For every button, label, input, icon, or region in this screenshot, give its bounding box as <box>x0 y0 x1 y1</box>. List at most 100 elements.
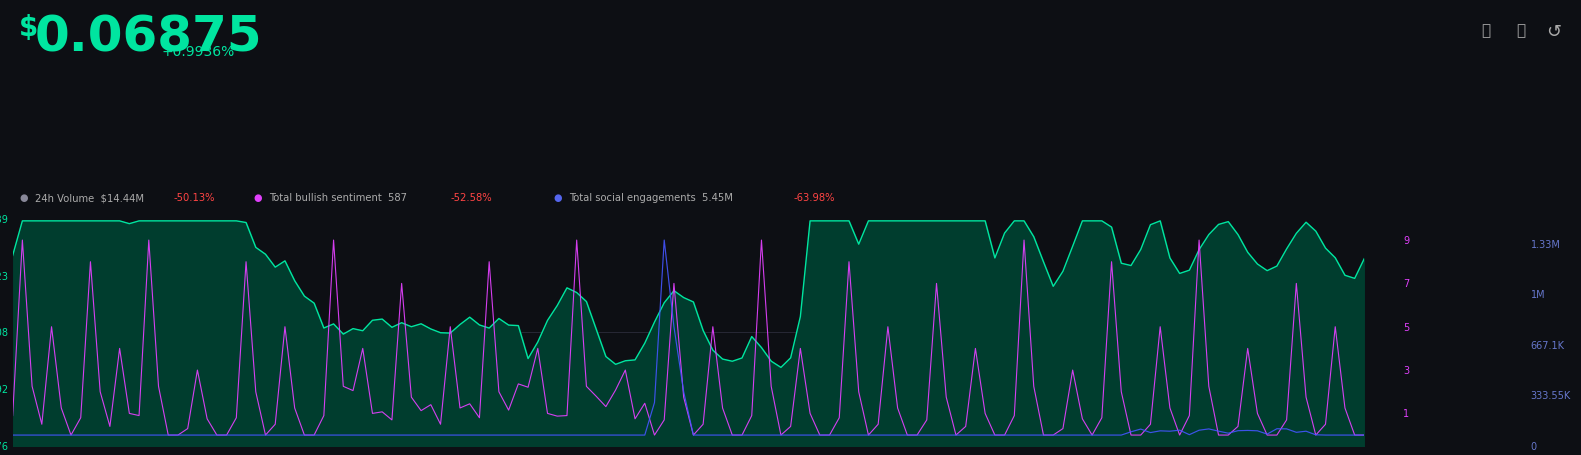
Bar <box>359 433 367 446</box>
Bar <box>699 442 707 446</box>
Bar <box>865 440 873 446</box>
Bar <box>1069 439 1077 446</box>
Bar <box>1137 443 1145 446</box>
Bar <box>893 444 901 446</box>
Bar <box>1312 440 1320 446</box>
Bar <box>816 443 824 446</box>
Bar <box>582 439 590 446</box>
Bar <box>398 430 406 446</box>
Bar <box>1020 441 1028 446</box>
Bar <box>563 430 571 446</box>
Bar <box>1010 441 1018 446</box>
Bar <box>368 437 376 446</box>
Bar <box>174 430 182 446</box>
Text: -63.98%: -63.98% <box>794 193 835 203</box>
Bar <box>825 442 833 446</box>
Bar <box>689 430 697 446</box>
Bar <box>729 438 737 446</box>
Text: 24h Volume  $14.44M: 24h Volume $14.44M <box>35 193 144 203</box>
Bar <box>1235 438 1241 446</box>
Bar <box>436 430 444 446</box>
Bar <box>106 431 114 446</box>
Bar <box>1303 442 1311 446</box>
Bar <box>378 433 386 446</box>
Bar <box>787 438 795 446</box>
Bar <box>19 419 27 446</box>
Bar <box>1146 439 1154 446</box>
Bar <box>155 429 163 446</box>
Bar <box>340 434 348 446</box>
Bar <box>748 430 756 446</box>
Bar <box>991 441 999 446</box>
Bar <box>544 435 552 446</box>
Bar <box>204 430 210 446</box>
Text: 🔔: 🔔 <box>1481 23 1491 38</box>
Bar <box>66 421 74 446</box>
Bar <box>757 435 765 446</box>
Text: ●: ● <box>553 193 561 203</box>
Bar <box>310 431 318 446</box>
Bar <box>631 441 639 446</box>
Bar <box>193 426 201 446</box>
Bar <box>1097 442 1105 446</box>
Bar <box>1156 440 1164 446</box>
Bar <box>903 443 911 446</box>
Bar <box>846 440 852 446</box>
Bar <box>602 436 610 446</box>
Bar <box>534 438 542 446</box>
Bar <box>47 426 55 446</box>
Bar <box>1254 443 1262 446</box>
Bar <box>495 441 503 446</box>
Bar <box>466 438 474 446</box>
Bar <box>1108 444 1116 446</box>
Bar <box>115 431 123 446</box>
Bar <box>835 443 843 446</box>
Bar <box>1195 444 1203 446</box>
Text: ↺: ↺ <box>1546 23 1562 41</box>
Text: 📊: 📊 <box>1516 23 1526 38</box>
Bar <box>417 440 425 446</box>
Bar <box>427 437 435 446</box>
Bar <box>300 433 308 446</box>
Bar <box>1361 440 1368 446</box>
Bar <box>136 425 142 446</box>
Bar <box>1341 439 1349 446</box>
Bar <box>621 434 629 446</box>
Bar <box>1263 438 1271 446</box>
Bar <box>1059 439 1067 446</box>
Bar <box>242 423 250 446</box>
Bar <box>553 432 561 446</box>
Bar <box>28 431 36 446</box>
Bar <box>9 434 16 446</box>
Bar <box>680 430 688 446</box>
Bar <box>855 443 863 446</box>
Bar <box>38 420 46 446</box>
Bar <box>145 428 153 446</box>
Bar <box>933 442 941 446</box>
Bar <box>164 427 172 446</box>
Bar <box>319 438 327 446</box>
Bar <box>1078 443 1086 446</box>
Bar <box>87 422 95 446</box>
Bar <box>982 440 990 446</box>
Bar <box>923 440 931 446</box>
Bar <box>961 443 969 446</box>
Bar <box>708 430 716 446</box>
Bar <box>232 432 240 446</box>
Bar <box>1273 440 1281 446</box>
Bar <box>330 429 337 446</box>
Text: ●: ● <box>253 193 261 203</box>
Text: $: $ <box>19 14 38 42</box>
Text: Total social engagements  5.45M: Total social engagements 5.45M <box>569 193 734 203</box>
Bar <box>661 430 669 446</box>
Bar <box>476 438 484 446</box>
Text: -52.58%: -52.58% <box>451 193 492 203</box>
Bar <box>640 434 648 446</box>
Bar <box>776 438 784 446</box>
Bar <box>1176 444 1184 446</box>
Bar <box>1029 442 1037 446</box>
Bar <box>387 439 395 446</box>
Bar <box>767 438 775 446</box>
Bar <box>1001 440 1009 446</box>
Text: +0.9936%: +0.9936% <box>161 46 234 60</box>
